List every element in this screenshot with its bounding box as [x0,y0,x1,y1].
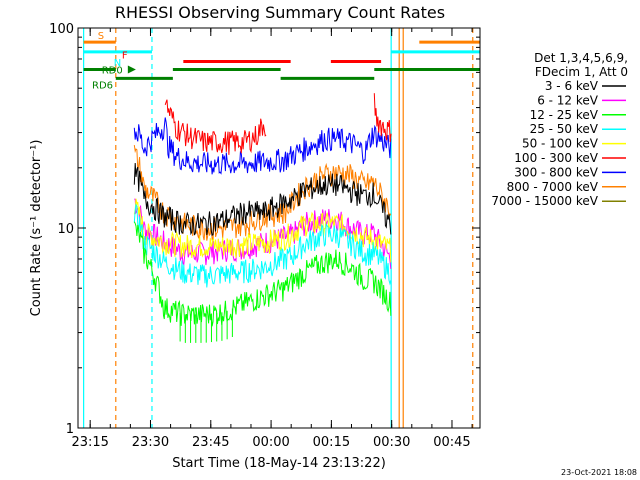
series-line-7 [373,93,392,143]
series-line-3 [133,221,392,327]
y-tick-label-1: 100 [49,22,74,37]
series-line-4 [133,203,392,288]
x-tick-label-2: 23:30 [132,435,169,450]
legend-label-2: 6 - 12 keV [537,93,599,107]
state-label-n: N [114,58,121,69]
x-ticks: 23:15 23:30 23:45 00:00 00:15 00:30 00:45 [71,28,473,450]
event-markers [83,28,474,428]
x-tick-label-5: 00:15 [313,435,350,450]
legend-label-7: 300 - 800 keV [514,165,598,179]
state-bars: S NF RD0 RD6 [83,31,480,91]
x-tick-label-1: 23:15 [71,435,108,450]
legend-header-line-2: FDecim 1, Att 0 [535,65,628,79]
series-line-1 [133,162,392,236]
timestamp: 23-Oct-2021 18:08 [561,468,637,477]
x-axis-label: Start Time (18-May-14 23:13:22) [172,456,386,471]
series-line-9 [133,145,392,241]
y-axis-label: Count Rate (s⁻¹ detector⁻¹) [29,140,44,317]
y-ticks: 100 10 1 [49,22,480,437]
rd0-arrow [127,65,136,74]
legend-header-line-1: Det 1,3,4,5,6,9, [534,51,628,65]
series-line-6 [164,99,267,155]
state-label-rd6: RD6 [92,80,113,91]
legend-label-4: 25 - 50 keV [530,122,599,136]
legend-label-3: 12 - 25 keV [530,108,599,122]
chart-title: RHESSI Observing Summary Count Rates [115,3,445,22]
legend-label-6: 100 - 300 keV [514,151,598,165]
series-line-5 [133,198,392,263]
series-line-2 [134,198,392,270]
state-label-f: F [122,50,128,61]
series-line-8 [133,117,392,175]
series-lines [133,93,392,343]
x-tick-label-4: 00:00 [252,435,289,450]
y-tick-label-2: 10 [57,222,74,237]
x-tick-label-6: 00:30 [373,435,410,450]
state-label-s: S [98,31,104,42]
legend-label-1: 3 - 6 keV [545,79,599,93]
legend: Det 1,3,4,5,6,9, FDecim 1, Att 0 3 - 6 k… [491,51,628,208]
y-tick-label-3: 1 [66,422,74,437]
legend-label-5: 50 - 100 keV [522,137,599,151]
legend-label-9: 7000 - 15000 keV [491,194,598,208]
x-tick-label-3: 23:45 [192,435,229,450]
x-tick-label-7: 00:45 [433,435,470,450]
legend-label-8: 800 - 7000 keV [507,180,599,194]
state-label-rd0: RD0 [102,66,123,77]
